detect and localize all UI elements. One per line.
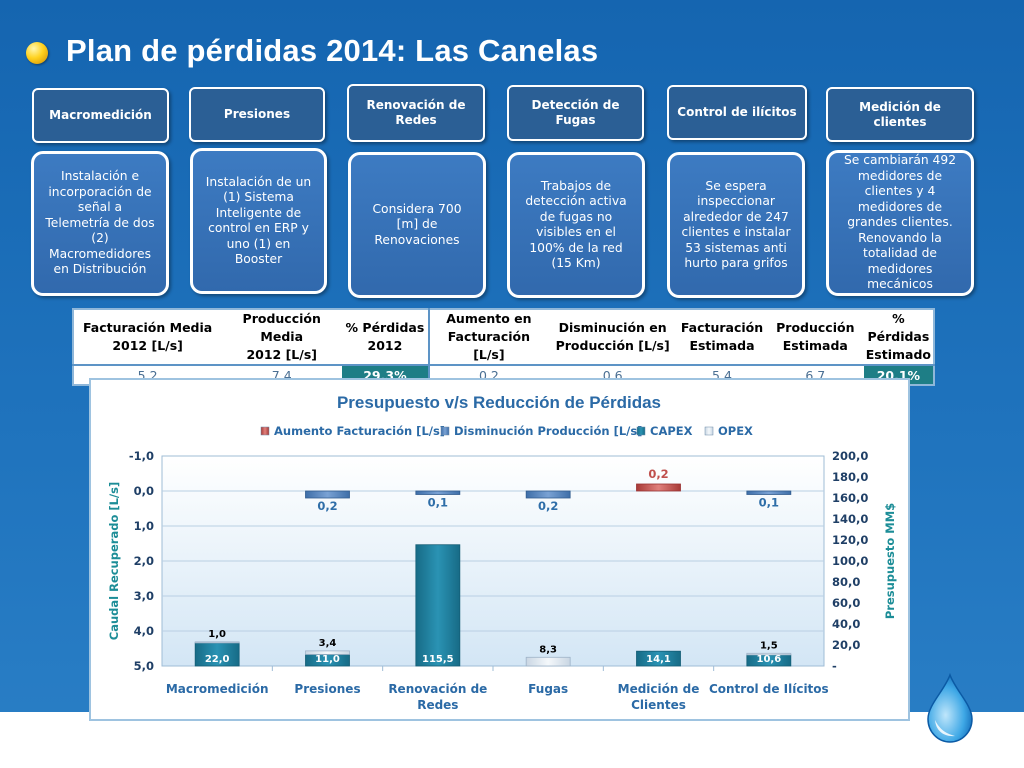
disminucion-bar (746, 490, 792, 495)
opex-value-label: 8,3 (539, 644, 557, 655)
chart-panel: Presupuesto v/s Reducción de Pérdidas Au… (89, 378, 910, 721)
capex-value-label: 11,0 (315, 654, 340, 665)
legend-label: Aumento Facturación [L/s] (274, 424, 445, 438)
capex-bar (415, 544, 461, 667)
right-tick-label: 120,0 (832, 533, 868, 547)
left-tick-label: 4,0 (134, 624, 154, 638)
right-tick-label: - (832, 659, 837, 673)
left-tick-label: -1,0 (129, 449, 154, 463)
disminucion-value-label: 0,1 (428, 496, 448, 510)
capex-value-label: 22,0 (205, 654, 230, 665)
disminucion-value-label: 0,2 (538, 499, 558, 513)
header-renovacion-redes: Renovación de Redes (347, 84, 485, 142)
chart-ticks: -1,00,01,02,03,04,05,0200,0180,0160,0140… (129, 449, 869, 673)
desc-renovacion-redes: Considera 700 [m] de Renovaciones (348, 152, 486, 298)
left-tick-label: 1,0 (134, 519, 154, 533)
water-drop-logo-icon (927, 673, 973, 743)
left-tick-label: 0,0 (134, 484, 154, 498)
chart-labels: 22,0 1,0 11,0 3,4 115,5 8,3 14,1 10,6 1,5 0,2 0,2 0… (205, 467, 781, 665)
chart-bars (194, 483, 792, 667)
opex-value-label: 1,0 (208, 629, 226, 640)
header-medicion-clientes: Medición de clientes (826, 87, 974, 142)
right-tick-label: 100,0 (832, 554, 868, 568)
left-tick-label: 2,0 (134, 554, 154, 568)
aumento-bar (636, 483, 681, 492)
right-tick-label: 60,0 (832, 596, 860, 610)
header-macromedicion: Macromedición (32, 88, 169, 143)
capex-value-label: 10,6 (756, 654, 781, 665)
kpi-header-row: Facturación Media 2012 [L/s] Producción M… (73, 309, 934, 366)
category-label: Fugas (528, 682, 568, 696)
kpi-header-facturacion-estimada: Facturación Estimada (677, 309, 767, 366)
desc-medicion-clientes: Se cambiarán 492 medidores de clientes y… (826, 150, 974, 296)
legend-label: CAPEX (650, 424, 693, 438)
right-tick-label: 160,0 (832, 491, 868, 505)
category-label: Renovación de Redes (388, 682, 487, 712)
disminucion-bar (525, 490, 571, 499)
chart-legend: Aumento Facturación [L/s] Disminución Pro… (260, 424, 753, 438)
kpi-table: Facturación Media 2012 [L/s] Producción M… (72, 308, 935, 386)
category-label: Macromedición (166, 682, 269, 696)
capex-value-label: 115,5 (422, 654, 454, 665)
disminucion-value-label: 0,2 (317, 499, 337, 513)
kpi-header-produccion-estimada: Producción Estimada (766, 309, 864, 366)
right-tick-label: 20,0 (832, 638, 860, 652)
category-label: Presiones (294, 682, 360, 696)
opex-bar (194, 641, 240, 644)
opex-bar (305, 650, 350, 655)
budget-chart: Presupuesto v/s Reducción de Pérdidas Au… (107, 393, 897, 712)
capex-bar (636, 650, 681, 667)
legend-label: Disminución Producción [L/s] (454, 424, 642, 438)
chart-grid (162, 490, 824, 671)
kpi-header-perdidas-estimado: % Pérdidas Estimado (863, 309, 934, 366)
desc-deteccion-fugas: Trabajos de detección activa de fugas no… (507, 152, 645, 298)
capex-value-label: 14,1 (646, 654, 671, 665)
disminucion-value-label: 0,1 (759, 496, 779, 510)
legend-swatch (704, 426, 714, 436)
disminucion-bar (305, 490, 350, 499)
desc-macromedicion: Instalación e incorporación de señal a T… (31, 151, 169, 296)
opex-value-label: 1,5 (760, 640, 778, 651)
legend-swatch (636, 426, 646, 436)
page-title: Plan de pérdidas 2014: Las Canelas (66, 33, 599, 68)
chart-title: Presupuesto v/s Reducción de Pérdidas (337, 393, 661, 412)
kpi-header-facturacion-media: Facturación Media 2012 [L/s] (73, 309, 222, 366)
legend-swatch (260, 426, 270, 436)
desc-control-ilicitos: Se espera inspeccionar alrededor de 247 … (667, 152, 805, 298)
right-tick-label: 80,0 (832, 575, 860, 589)
kpi-header-aumento-facturacion: Aumento en Facturación [L/s] (427, 309, 549, 366)
opex-bar (746, 652, 792, 656)
right-tick-label: 200,0 (832, 449, 868, 463)
right-tick-label: 180,0 (832, 470, 868, 484)
footer-band (0, 712, 1024, 768)
header-control-ilicitos: Control de ilícitos (667, 85, 807, 140)
aumento-value-label: 0,2 (648, 467, 668, 481)
kpi-header-perdidas-2012: % Pérdidas 2012 (342, 309, 429, 366)
category-label: Control de Ilícitos (709, 682, 829, 696)
opex-bar (525, 656, 571, 667)
category-label: Medición de Clientes (618, 682, 700, 712)
legend-swatch (440, 426, 450, 436)
title-bullet-icon (26, 42, 48, 64)
left-axis-label: Caudal Recuperado [L/s] (107, 482, 121, 640)
kpi-header-produccion-media: Producción Media 2012 [L/s] (221, 309, 343, 366)
left-tick-label: 3,0 (134, 589, 154, 603)
kpi-header-disminucion-produccion: Disminución en Producción [L/s] (548, 309, 678, 366)
right-tick-label: 140,0 (832, 512, 868, 526)
right-tick-label: 40,0 (832, 617, 860, 631)
header-presiones: Presiones (189, 87, 325, 142)
right-axis-label: Presupuesto MM$ (883, 503, 897, 619)
disminucion-bar (415, 490, 461, 495)
desc-presiones: Instalación de un (1) Sistema Inteligent… (190, 148, 327, 294)
opex-value-label: 3,4 (319, 638, 337, 649)
left-tick-label: 5,0 (134, 659, 154, 673)
chart-categories: Macromedición Presiones Renovación de Redes… (166, 682, 829, 712)
header-deteccion-fugas: Detección de Fugas (507, 85, 644, 141)
legend-label: OPEX (718, 424, 753, 438)
